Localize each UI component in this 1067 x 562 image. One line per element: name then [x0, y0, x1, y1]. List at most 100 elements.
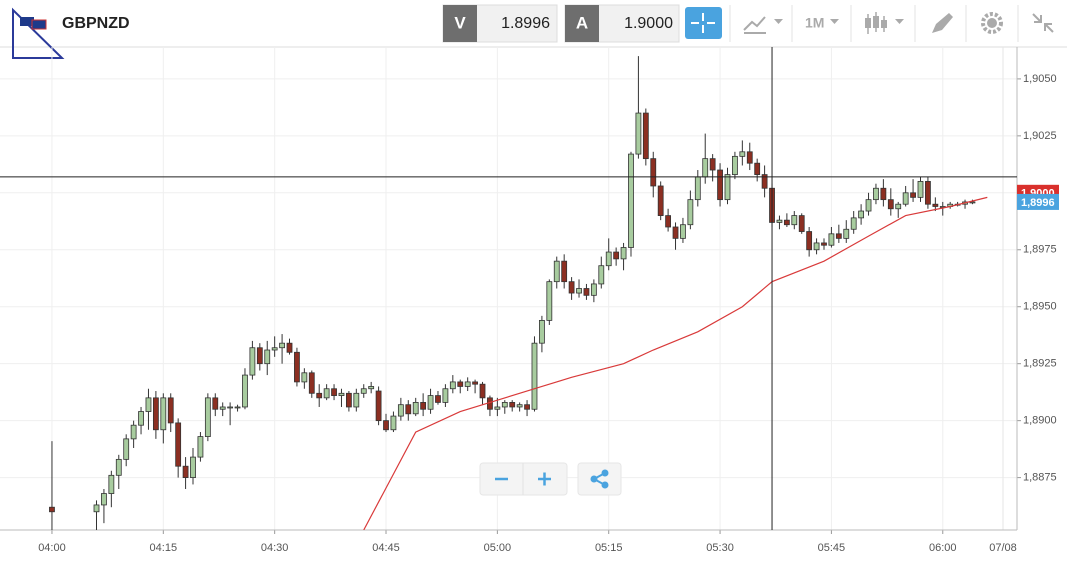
candle-body	[635, 112, 642, 155]
line-chart-button[interactable]	[743, 16, 766, 34]
draw-button[interactable]	[932, 13, 953, 33]
y-tick-label: 1,8975	[1023, 244, 1057, 256]
candle-icon	[865, 16, 887, 28]
candle-body	[383, 420, 389, 431]
candle-body	[479, 383, 486, 399]
share-button[interactable]	[577, 462, 622, 496]
zoom-in-button[interactable]	[538, 472, 551, 486]
candle-body	[858, 210, 865, 219]
candle-body	[761, 174, 768, 189]
candle-body	[620, 247, 627, 260]
moving-average	[363, 196, 988, 530]
last-price-tag-label: 1,8996	[1021, 197, 1055, 209]
x-tick-label: 04:45	[372, 542, 400, 554]
y-tick-label: 1,8900	[1023, 415, 1057, 427]
candle-body	[449, 381, 456, 390]
dropdown-arrow	[774, 19, 783, 24]
last-price-tag	[1017, 193, 1059, 210]
crosshair-button[interactable]	[685, 7, 722, 39]
candle-body	[665, 215, 672, 228]
candle-body	[509, 402, 516, 408]
plot: 1,90501,90251,90001,89751,89501,89251,89…	[0, 47, 1059, 554]
dropdown-arrow	[830, 19, 839, 24]
candle-body	[130, 424, 137, 440]
candle-body	[932, 203, 939, 207]
candle-body	[501, 402, 508, 408]
dropdown-arrow	[895, 19, 904, 24]
candle-body	[212, 397, 219, 410]
candle-body	[553, 260, 560, 283]
candle-body	[338, 392, 345, 396]
candle-body	[687, 199, 694, 226]
candle-body	[301, 372, 308, 383]
candle-body	[568, 281, 575, 294]
candle-body	[531, 342, 538, 410]
candle-body	[249, 347, 256, 376]
candle-body	[642, 112, 649, 160]
candle-body	[123, 438, 130, 460]
candle-body	[865, 199, 872, 212]
candle-body	[732, 155, 738, 175]
share-dot	[601, 481, 609, 489]
candle-body	[368, 386, 375, 390]
candle-body	[546, 281, 553, 321]
bid-label-box	[443, 5, 477, 42]
candle-body	[709, 158, 716, 171]
candle-body	[435, 395, 441, 403]
collapse-button[interactable]	[1032, 13, 1054, 33]
zoom-controls	[479, 462, 622, 496]
candle-body	[843, 228, 850, 239]
candle-body	[850, 217, 857, 230]
candle-body	[724, 174, 731, 201]
candle-body	[160, 397, 167, 431]
ask-label-box	[565, 5, 599, 42]
candle-body	[925, 181, 931, 205]
candle-body	[739, 151, 746, 157]
y-tick-label: 1,8925	[1023, 358, 1057, 370]
candle-body	[516, 404, 523, 408]
y-tick-label: 1,8950	[1023, 301, 1057, 313]
candle-body	[190, 456, 196, 478]
candle-body	[835, 233, 842, 239]
candle-body	[101, 493, 107, 506]
candle-body	[813, 242, 820, 251]
timeframe-button[interactable]: 1M	[805, 15, 824, 31]
candle-body	[316, 392, 323, 399]
candle-body	[746, 151, 753, 164]
candle-body	[657, 185, 664, 216]
candle-body	[264, 349, 271, 365]
candle-body	[353, 392, 360, 408]
candle-body	[397, 404, 404, 417]
candle-body	[182, 465, 189, 478]
candle-body	[880, 187, 887, 201]
ask-price: 1.9000	[624, 15, 673, 32]
candle-body	[204, 397, 211, 437]
logo	[12, 7, 65, 59]
candle-body	[93, 504, 100, 513]
candle-body	[405, 404, 412, 415]
candle-body	[175, 422, 182, 467]
candle-body	[138, 411, 144, 426]
toolbar: GBPNZD V 1.8996 A 1.9000 1M	[0, 0, 1067, 59]
candle-body	[108, 474, 115, 494]
settings-button[interactable]	[981, 12, 1003, 34]
flag-gb	[20, 17, 34, 26]
candle-body	[694, 176, 701, 201]
candle-body	[598, 265, 605, 285]
candle-body	[910, 192, 916, 198]
candle-body	[145, 397, 152, 412]
x-tick-label: 05:00	[484, 542, 512, 554]
y-tick-label: 1,8875	[1023, 472, 1057, 484]
candle-body	[613, 251, 620, 260]
x-tick-label: 06:00	[929, 542, 957, 554]
candle-body	[234, 406, 241, 409]
candle-body	[360, 388, 367, 394]
candle-body	[672, 226, 679, 239]
x-tick-label: 05:15	[595, 542, 623, 554]
candle-body	[873, 187, 879, 201]
candle-body	[115, 458, 122, 476]
crosshair-icon	[691, 13, 715, 33]
candle-body	[323, 388, 330, 399]
candle-body	[650, 158, 657, 187]
candle-body	[828, 233, 835, 246]
